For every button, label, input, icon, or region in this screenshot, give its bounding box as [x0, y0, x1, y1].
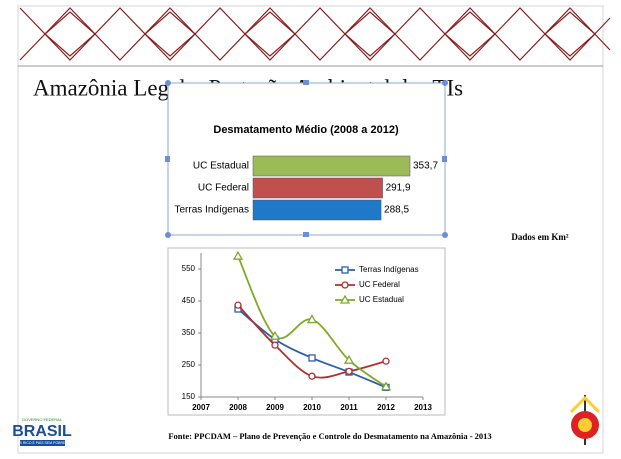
category-label: UC Estadual — [193, 161, 249, 172]
marker — [341, 281, 349, 289]
marker — [308, 372, 316, 380]
x-tick-label: 2012 — [377, 403, 395, 412]
y-tick-label: 250 — [182, 360, 196, 369]
x-tick-label: 2009 — [266, 403, 284, 412]
brasil-logo: GOVERNO FEDERAL BRASIL PAÍS RICO É PAÍS … — [12, 417, 72, 446]
category-label: UC Federal — [198, 183, 249, 194]
marker — [271, 341, 279, 349]
logo-motto: PAÍS RICO É PAÍS SEM POBREZA — [14, 440, 70, 445]
x-tick-label: 2011 — [340, 403, 358, 412]
bar — [252, 199, 382, 221]
marker — [380, 381, 392, 391]
legend-label: UC Estadual — [359, 295, 404, 304]
y-tick-label: 550 — [182, 264, 196, 273]
y-tick-label: 450 — [182, 296, 196, 305]
marker — [382, 357, 390, 365]
marker — [343, 354, 355, 364]
bar — [252, 155, 411, 177]
marker — [232, 250, 244, 260]
marker — [345, 367, 353, 376]
x-tick-label: 2007 — [192, 403, 210, 412]
category-label: Terras Indígenas — [175, 205, 250, 216]
value-label: 291,9 — [386, 183, 411, 194]
x-tick-label: 2013 — [414, 403, 432, 412]
value-label: 288,5 — [384, 205, 409, 216]
source: Fonte: PPCDAM – Plano de Prevenção e Con… — [168, 431, 491, 441]
marker — [308, 354, 316, 362]
logo-band — [20, 440, 65, 446]
marker — [341, 266, 349, 274]
marker — [234, 301, 242, 309]
logo-top: GOVERNO FEDERAL — [22, 417, 63, 422]
x-tick-label: 2010 — [303, 403, 321, 412]
value-label: 353,7 — [413, 161, 438, 172]
unit-note: Dados em Km² — [511, 232, 568, 242]
marker — [306, 314, 318, 324]
emblem — [569, 395, 601, 445]
marker — [339, 294, 351, 304]
x-tick-label: 2008 — [229, 403, 247, 412]
selection-handles — [165, 80, 448, 238]
marker — [269, 330, 281, 340]
y-tick-label: 350 — [182, 328, 196, 337]
chart-frame — [167, 247, 446, 416]
chart-title: Desmatamento Médio (2008 a 2012) — [213, 124, 399, 136]
legend-label: UC Federal — [359, 280, 400, 289]
border-pattern — [17, 5, 611, 454]
y-tick-label: 150 — [182, 392, 196, 401]
bar — [252, 177, 383, 199]
logo-name: BRASIL — [12, 423, 72, 440]
legend-label: Terras Indígenas — [359, 265, 419, 274]
